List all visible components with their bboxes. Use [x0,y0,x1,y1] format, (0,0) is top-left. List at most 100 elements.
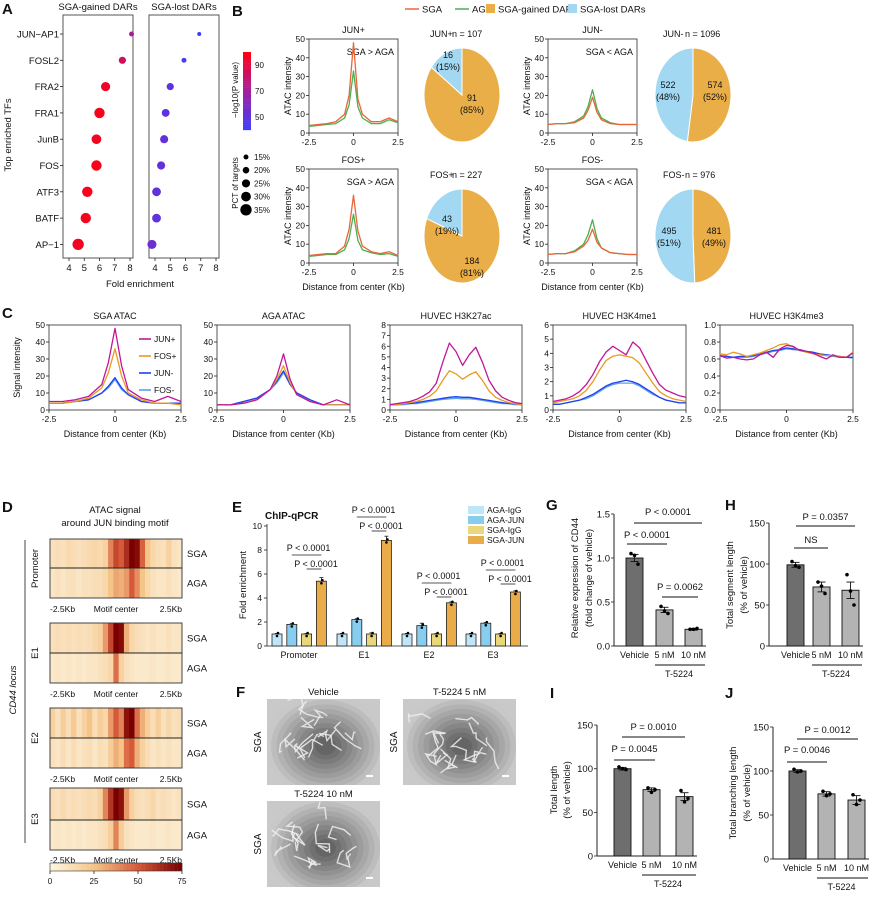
data-point [649,790,654,795]
bar-sga-jun [509,591,521,647]
y-tick-label: 1.0 [597,554,610,565]
heatmap-cell [108,820,114,850]
data-point [320,581,323,585]
heatmap-cell [123,738,130,768]
data-point [851,792,855,797]
x-tick-label: -2.5Kb [50,689,75,699]
y-axis-label: Total segment length [725,541,736,629]
heatmap-cell [171,568,178,598]
heatmap-row-label: SGA [187,549,208,560]
heatmap-cell [129,708,135,738]
data-point [632,553,637,558]
series-line-SGA [308,194,399,257]
colorbar-cell [243,114,251,117]
colorbar-cell [243,102,251,105]
colorbar-cell [243,77,251,80]
colorbar-cell [243,108,251,111]
data-point [848,589,853,593]
plot-frame [552,324,687,411]
pie-slice-percent: (49%) [702,238,726,248]
x-tick-label: -2.5Kb [50,604,75,614]
heatmap-cell [102,820,109,850]
p-value-label: P < 0.0001 [352,505,396,515]
heatmap-cell [155,708,162,738]
x-tick-label: 0 [281,414,286,424]
y-tick-label: 30 [204,354,214,364]
data-point [290,625,294,628]
cell-network-strand [424,752,438,766]
y-tick-label: 5 [381,352,386,362]
x-tick-label: 2.5 [680,414,692,424]
heatmap-cell [60,653,67,683]
heatmap-cell [113,708,120,738]
panel-label: G [546,497,558,514]
y-axis-label: (% of vehicle) [739,556,750,614]
heatmap-colorbar-cell [142,863,145,871]
y-tick-label: 0 [588,852,593,863]
dot-1-7 [152,213,161,223]
data-point [500,631,503,635]
x-tick-label: 7 [198,263,203,274]
x-tick-label: -2.5 [302,267,317,277]
y-tick-label: 1 [381,394,386,404]
heatmap-cell [134,623,141,653]
cell-network-strand [432,732,446,756]
size-legend-label: 15% [254,153,270,162]
x-tick-label: 5 nM [816,863,836,873]
data-point [276,631,280,635]
y-tick-label: 150 [749,519,765,530]
y-tick-label: 10 [296,239,306,249]
series-line-FOS+ [49,348,182,406]
cell-network-strand [271,829,294,843]
x-tick-label: 8 [127,263,132,274]
plot-title: HUVEC H3K4me3 [749,311,823,321]
colorbar-cell [243,83,251,86]
heatmap-cell [171,653,178,683]
legend-label: FOS- [154,385,174,395]
heatmap-cell [65,738,72,768]
y-tick-label: 150 [577,721,593,732]
heatmap-cell [171,738,178,768]
heatmap-region-label: E2 [30,732,41,744]
legend-swatch [568,4,577,13]
y-tick-label: 50 [758,811,769,822]
heatmap-colorbar-cell [149,863,152,871]
p-value-label: P = 0.0357 [802,512,848,523]
x-tick-label: 0 [454,414,459,424]
heatmap-cell [92,568,98,598]
cell-network-strand [284,821,304,842]
heatmap-cell [150,568,156,598]
heatmap-colorbar-cell [67,863,70,871]
y-tick-label: 50 [204,320,214,330]
bar-aga-jun [480,622,492,647]
heatmap-colorbar-cell [124,863,128,871]
heatmap-cell [134,653,141,683]
y-tick-label: 40 [535,53,545,63]
heatmap-cell [102,539,109,568]
x-axis-label: Distance from center (Kb) [568,429,671,439]
y-tick-label: 50 [36,320,46,330]
data-point [790,559,794,564]
data-point [470,631,474,635]
data-point [306,631,309,635]
heatmap-colorbar-cell [157,863,161,871]
heatmap-cell [60,539,67,568]
x-tick-label: 4 [66,263,71,274]
heatmap-row-label: SGA [187,719,208,730]
y-tick-label: 20 [204,371,214,381]
heatmap-cell [60,623,67,653]
heatmap-cell [65,820,72,850]
data-point [421,623,425,626]
heatmap-colorbar-cell [56,863,59,871]
heatmap-cell [129,788,135,820]
heatmap-cell [108,539,114,568]
bar-vehicle [625,557,644,647]
x-tick-label: 0 [351,137,356,147]
heatmap-cell [108,623,114,653]
series-line-SGA [547,96,637,126]
heatmap-colorbar-cell [50,863,53,871]
legend-label: AGA-JUN [487,515,524,525]
data-point [620,766,625,771]
heatmap-cell [160,738,167,768]
heatmap-cell [102,788,109,820]
